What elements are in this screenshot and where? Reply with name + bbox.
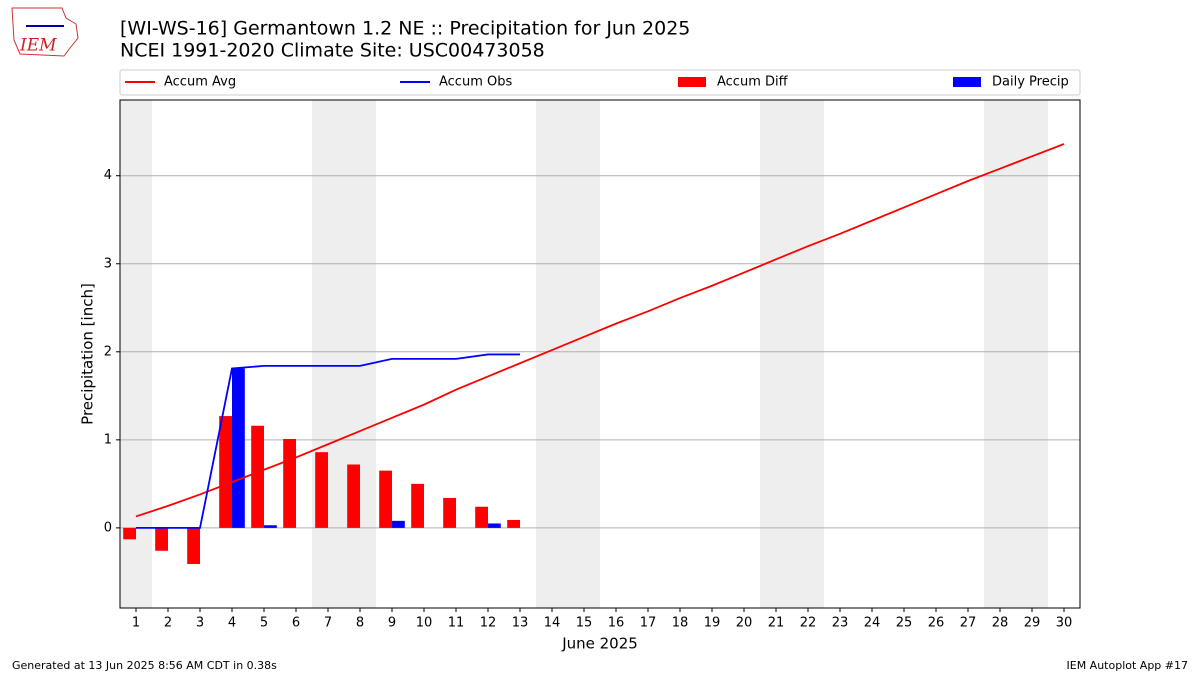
y-tick-label: 0 (104, 520, 112, 535)
y-axis-label: Precipitation [inch] (79, 283, 97, 425)
y-tick-label: 4 (104, 168, 112, 183)
footer-right: IEM Autoplot App #17 (1067, 659, 1189, 672)
legend-swatch (678, 77, 706, 87)
bar (315, 452, 328, 528)
x-tick-label: 24 (864, 616, 881, 631)
x-tick-label: 1 (132, 616, 140, 631)
x-tick-label: 2 (164, 616, 172, 631)
bar (392, 520, 405, 528)
y-tick-label: 3 (104, 256, 112, 271)
x-tick-label: 10 (416, 616, 433, 631)
weekend-shade (760, 100, 824, 608)
x-tick-label: 3 (196, 616, 204, 631)
x-tick-label: 5 (260, 616, 268, 631)
bar (507, 519, 520, 528)
weekend-shade (536, 100, 600, 608)
x-tick-label: 7 (324, 616, 332, 631)
bar (379, 470, 392, 528)
x-tick-label: 11 (448, 616, 465, 631)
y-tick-label: 1 (104, 432, 112, 447)
x-axis-label: June 2025 (561, 635, 638, 653)
y-tick-label: 2 (104, 344, 112, 359)
legend-label: Accum Obs (439, 75, 512, 90)
bar (123, 527, 136, 540)
x-tick-label: 27 (960, 616, 977, 631)
x-tick-label: 12 (480, 616, 497, 631)
x-tick-label: 25 (896, 616, 913, 631)
x-tick-label: 9 (388, 616, 396, 631)
x-tick-label: 14 (544, 616, 561, 631)
legend-label: Daily Precip (992, 75, 1069, 90)
bar (488, 523, 501, 528)
chart-title: [WI-WS-16] Germantown 1.2 NE :: Precipit… (120, 18, 690, 40)
legend-swatch (953, 77, 981, 87)
plot-frame (119, 99, 1081, 609)
bar (187, 527, 200, 564)
x-tick-label: 28 (992, 616, 1009, 631)
chart-subtitle: NCEI 1991-2020 Climate Site: USC00473058 (120, 40, 545, 62)
x-tick-label: 13 (512, 616, 529, 631)
logo: IEM (11, 7, 79, 57)
bar (283, 438, 296, 528)
x-tick-label: 23 (832, 616, 849, 631)
line (136, 353, 520, 529)
bar (232, 368, 245, 528)
footer-left: Generated at 13 Jun 2025 8:56 AM CDT in … (12, 659, 277, 672)
x-tick-label: 26 (928, 616, 945, 631)
x-tick-label: 29 (1024, 616, 1041, 631)
x-tick-label: 16 (608, 616, 625, 631)
x-tick-label: 22 (800, 616, 817, 631)
x-tick-label: 21 (768, 616, 785, 631)
legend-label: Accum Avg (164, 75, 236, 90)
x-tick-label: 30 (1056, 616, 1073, 631)
weekend-shade (120, 100, 152, 608)
x-tick-label: 18 (672, 616, 689, 631)
bar (219, 416, 232, 528)
x-tick-label: 6 (292, 616, 300, 631)
bar (264, 525, 277, 528)
bar (347, 464, 360, 528)
x-tick-label: 20 (736, 616, 753, 631)
x-tick-label: 15 (576, 616, 593, 631)
bar (443, 497, 456, 528)
legend-box (119, 69, 1081, 96)
x-tick-label: 17 (640, 616, 657, 631)
line (135, 143, 1065, 518)
logo-text: IEM (19, 36, 57, 56)
bar (251, 425, 264, 528)
x-tick-label: 8 (356, 616, 364, 631)
legend-label: Accum Diff (717, 75, 789, 90)
bar (155, 527, 168, 551)
weekend-shade (984, 100, 1048, 608)
x-tick-label: 19 (704, 616, 721, 631)
bar (475, 506, 488, 528)
x-tick-label: 4 (228, 616, 236, 631)
bar (411, 483, 424, 528)
